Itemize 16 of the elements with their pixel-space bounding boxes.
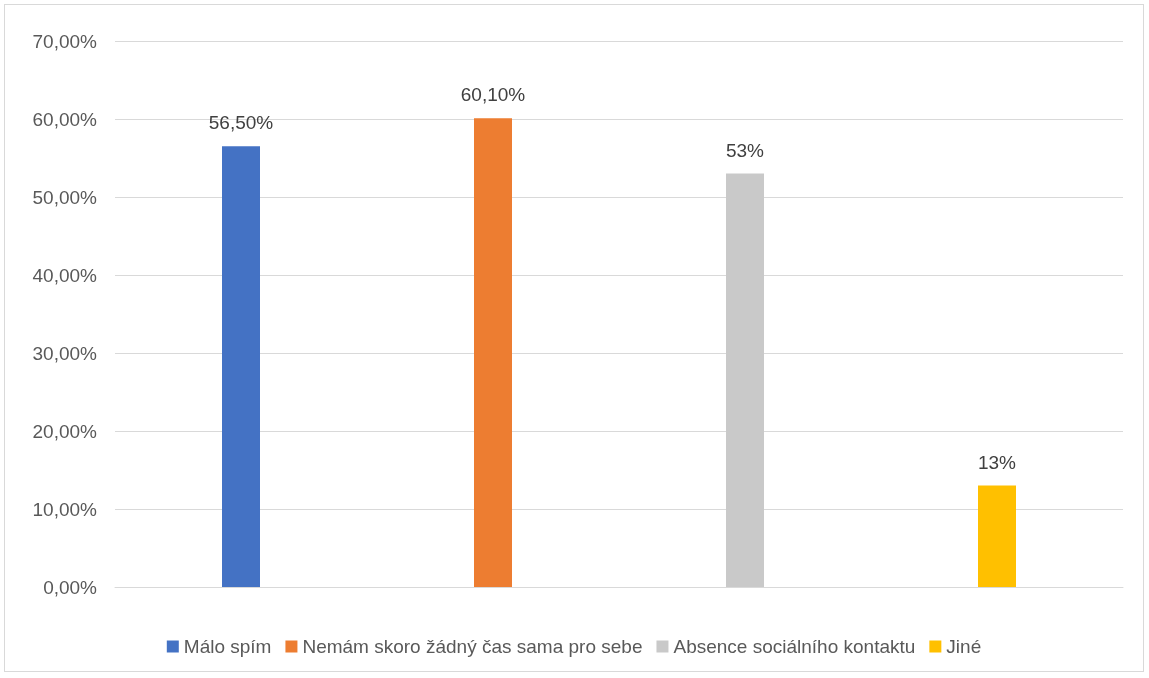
- y-tick-label: 70,00%: [32, 30, 98, 52]
- data-label: 13%: [977, 451, 1017, 473]
- y-tick-label: 30,00%: [32, 342, 98, 364]
- y-tick-label: 60,00%: [32, 108, 98, 130]
- data-label: 53%: [725, 139, 765, 161]
- y-tick-label: 50,00%: [32, 186, 98, 208]
- legend-label: Absence sociálního kontaktu: [673, 636, 916, 657]
- y-tick-label: 0,00%: [43, 576, 98, 598]
- y-tick-label: 40,00%: [32, 264, 98, 286]
- legend-label: Nemám skoro žádný čas sama pro sebe: [302, 636, 643, 657]
- y-tick-label: 20,00%: [32, 420, 98, 442]
- y-tick-label: 10,00%: [32, 498, 98, 520]
- data-label: 60,10%: [460, 84, 526, 106]
- legend-label: Jiné: [946, 636, 982, 657]
- data-label: 56,50%: [208, 112, 274, 134]
- legend-label: Málo spím: [183, 636, 272, 657]
